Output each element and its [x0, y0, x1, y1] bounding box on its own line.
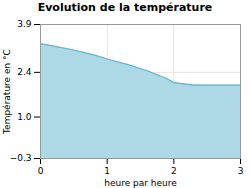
svg-text:3: 3: [238, 166, 244, 176]
svg-text:0: 0: [38, 166, 44, 176]
svg-text:1: 1: [104, 166, 110, 176]
svg-text:2: 2: [171, 166, 177, 176]
svg-text:heure par heure: heure par heure: [104, 178, 177, 188]
svg-text:3.9: 3.9: [17, 19, 32, 29]
svg-text:Température en °C: Température en °C: [2, 49, 12, 135]
html-text:Evolution de la température: Evolution de la température: [37, 1, 213, 14]
svg-text:−0.3: −0.3: [10, 153, 32, 163]
svg-text:2.4: 2.4: [17, 67, 32, 77]
svg-text:1.0: 1.0: [17, 112, 32, 122]
